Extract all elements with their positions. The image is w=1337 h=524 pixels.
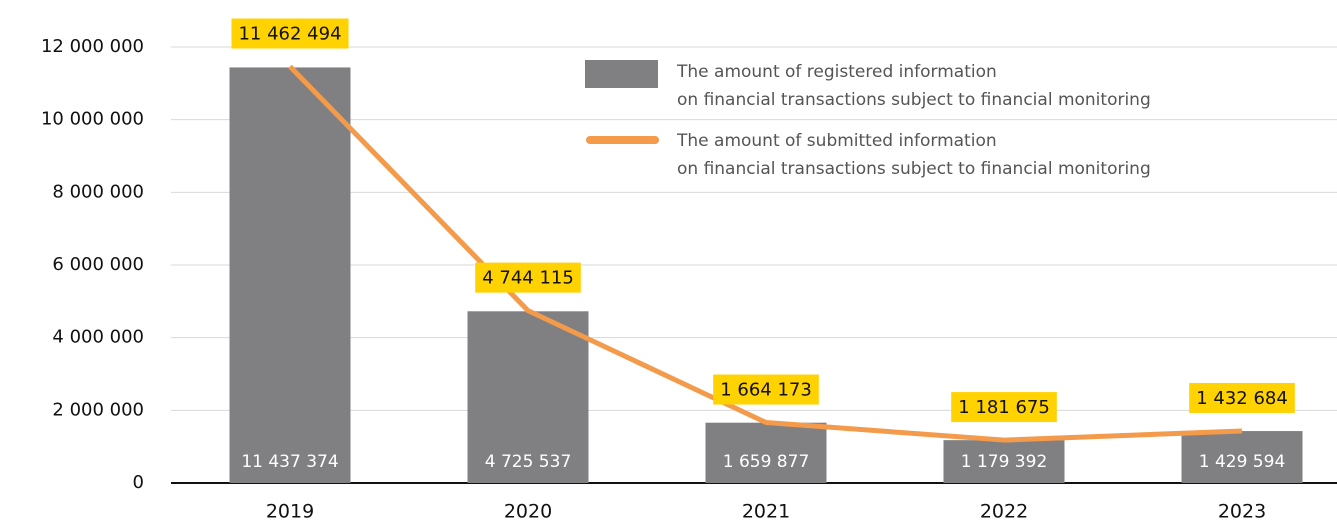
y-tick-label: 2 000 000 (52, 399, 144, 420)
y-tick-label: 8 000 000 (52, 181, 144, 202)
x-tick-label: 2021 (742, 501, 790, 523)
value-label-box (231, 18, 349, 49)
value-label-box (951, 392, 1057, 423)
value-label-box (475, 262, 581, 293)
y-tick-label: 12 000 000 (41, 36, 144, 57)
bar (467, 311, 589, 483)
x-tick-label: 2019 (266, 501, 314, 523)
bar (229, 67, 351, 483)
x-tick-label: 2020 (504, 501, 552, 523)
line-value-label: 1 432 684 (1196, 388, 1288, 409)
bar-value-label: 4 725 537 (485, 452, 572, 472)
bar-value-label: 1 429 594 (1199, 452, 1286, 472)
y-tick-label: 6 000 000 (52, 254, 144, 275)
y-tick-label: 4 000 000 (52, 327, 144, 348)
bar (943, 440, 1065, 483)
x-tick-label: 2022 (980, 501, 1028, 523)
legend-label: The amount of submitted information on f… (677, 131, 1151, 179)
legend-label: The amount of registered information on … (677, 62, 1151, 110)
value-label-box (713, 374, 819, 405)
line-value-label: 11 462 494 (238, 24, 341, 45)
legend-swatch (585, 60, 658, 88)
bar-value-label: 1 179 392 (961, 452, 1048, 472)
bar-value-label: 11 437 374 (241, 452, 338, 472)
y-tick-label: 0 (133, 472, 144, 493)
value-label-box (1189, 382, 1295, 413)
line (288, 64, 1243, 443)
line-value-label: 4 744 115 (482, 268, 574, 289)
line-value-label: 1 181 675 (958, 397, 1050, 418)
x-tick-label: 2023 (1218, 501, 1266, 523)
bar (1181, 431, 1303, 483)
line-value-label: 1 664 173 (720, 380, 812, 401)
bar-value-label: 1 659 877 (723, 452, 810, 472)
bar (705, 422, 827, 483)
y-tick-label: 10 000 000 (41, 109, 144, 130)
